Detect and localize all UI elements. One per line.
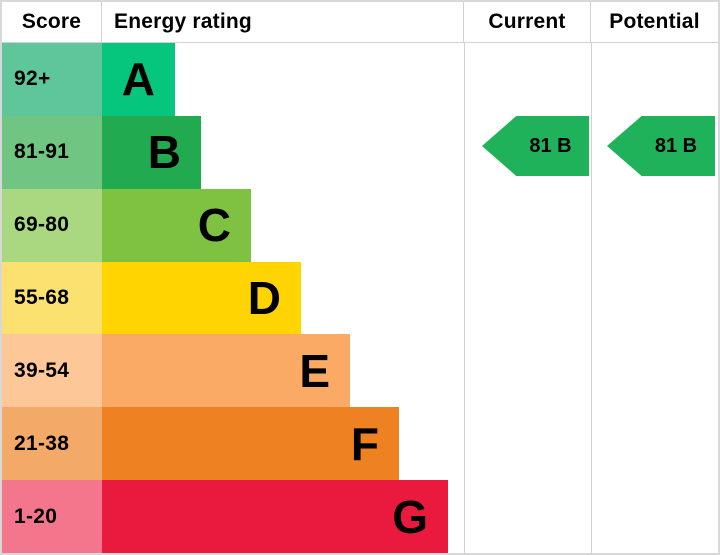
score-cell-d: 55-68 (2, 261, 102, 335)
score-cell-f: 21-38 (2, 407, 102, 481)
rating-bar-d: D (102, 261, 301, 335)
table-header: Score Energy rating Current Potential (2, 2, 718, 43)
band-row-f: 21-38 F (2, 407, 718, 481)
header-potential: Potential (609, 10, 700, 33)
chart-body: 92+ A 81-91 B 69-80 C 55-68 D 39-54 E 21… (2, 43, 718, 553)
rating-bar-b: B (102, 115, 201, 189)
rating-bar-g: G (102, 480, 448, 553)
score-cell-e: 39-54 (2, 334, 102, 408)
rating-bar-f: F (102, 407, 399, 481)
header-energy-rating: Energy rating (102, 2, 464, 42)
band-row-g: 1-20 G (2, 480, 718, 553)
header-score: Score (2, 2, 102, 42)
header-current: Current (464, 2, 591, 42)
rating-bar-e: E (102, 334, 350, 408)
column-divider-current (464, 43, 465, 553)
column-divider-potential (591, 43, 592, 553)
band-row-d: 55-68 D (2, 261, 718, 335)
score-cell-a: 92+ (2, 43, 102, 116)
rating-bar-c: C (102, 188, 251, 262)
score-cell-g: 1-20 (2, 480, 102, 553)
score-cell-b: 81-91 (2, 115, 102, 189)
band-row-b: 81-91 B (2, 115, 718, 189)
rating-bar-a: A (102, 43, 175, 116)
band-row-c: 69-80 C (2, 188, 718, 262)
band-row-a: 92+ A (2, 43, 718, 116)
band-row-e: 39-54 E (2, 334, 718, 408)
score-cell-c: 69-80 (2, 188, 102, 262)
